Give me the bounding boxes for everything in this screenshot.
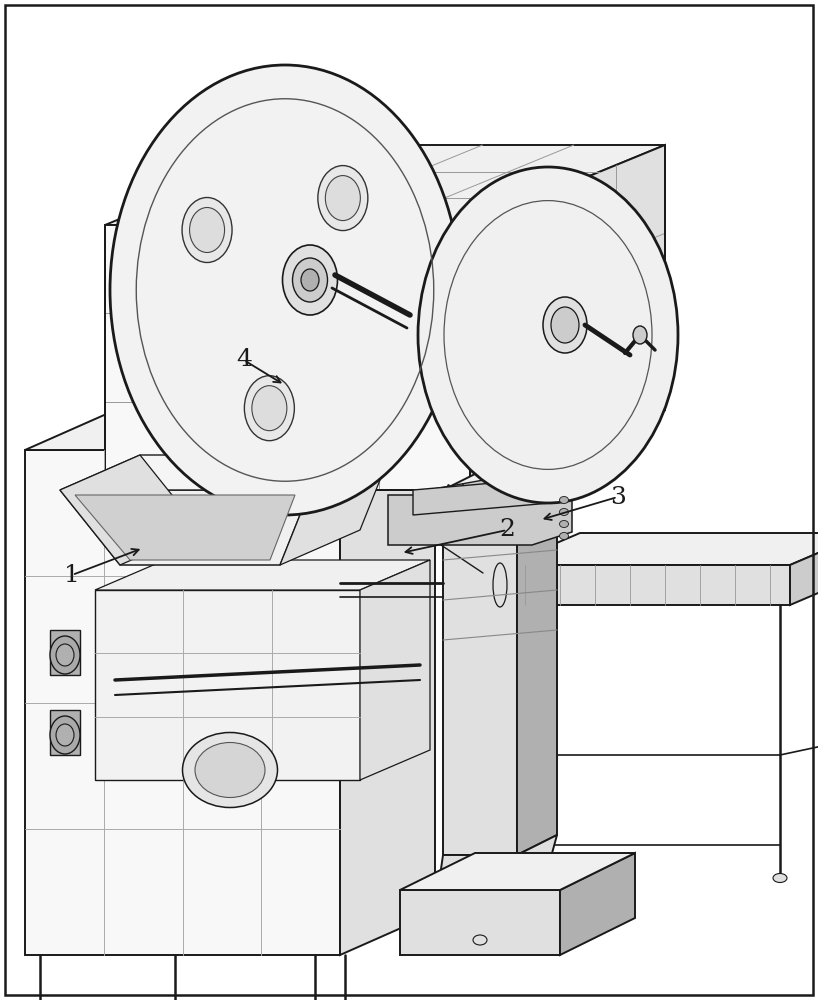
Ellipse shape	[318, 166, 368, 231]
Polygon shape	[438, 835, 582, 890]
Polygon shape	[60, 455, 200, 565]
Polygon shape	[413, 477, 562, 515]
Ellipse shape	[543, 297, 587, 353]
Polygon shape	[105, 145, 665, 225]
Polygon shape	[50, 630, 80, 675]
Polygon shape	[95, 590, 360, 780]
Polygon shape	[505, 565, 790, 605]
Polygon shape	[790, 533, 818, 605]
Ellipse shape	[560, 520, 569, 528]
Polygon shape	[60, 455, 390, 490]
Ellipse shape	[560, 532, 569, 540]
Polygon shape	[400, 890, 560, 955]
Ellipse shape	[326, 176, 361, 221]
Text: 3: 3	[609, 486, 626, 508]
Ellipse shape	[560, 508, 569, 516]
Ellipse shape	[633, 326, 647, 344]
Polygon shape	[560, 853, 635, 955]
Polygon shape	[340, 408, 435, 955]
Polygon shape	[517, 470, 557, 855]
Ellipse shape	[245, 376, 294, 441]
Ellipse shape	[56, 644, 74, 666]
Polygon shape	[388, 482, 572, 545]
Polygon shape	[105, 225, 470, 490]
Ellipse shape	[473, 935, 487, 945]
Polygon shape	[400, 853, 635, 890]
Polygon shape	[75, 495, 295, 560]
Ellipse shape	[560, 496, 569, 504]
Ellipse shape	[195, 742, 265, 798]
Text: 1: 1	[64, 564, 80, 586]
Ellipse shape	[50, 716, 80, 754]
Ellipse shape	[182, 198, 232, 262]
Ellipse shape	[182, 732, 277, 808]
Polygon shape	[443, 490, 517, 855]
Ellipse shape	[301, 269, 319, 291]
Polygon shape	[50, 710, 80, 755]
Ellipse shape	[551, 307, 579, 343]
Polygon shape	[428, 465, 567, 520]
Polygon shape	[360, 560, 430, 780]
Ellipse shape	[773, 874, 787, 882]
Polygon shape	[25, 408, 435, 450]
Ellipse shape	[293, 258, 327, 302]
Polygon shape	[470, 145, 665, 490]
Polygon shape	[505, 533, 818, 565]
Ellipse shape	[493, 563, 507, 607]
Polygon shape	[443, 470, 557, 490]
Polygon shape	[60, 490, 310, 565]
Ellipse shape	[508, 874, 522, 882]
Ellipse shape	[282, 245, 338, 315]
Ellipse shape	[418, 167, 678, 503]
Polygon shape	[280, 455, 390, 565]
Text: 4: 4	[236, 349, 252, 371]
Ellipse shape	[50, 636, 80, 674]
Ellipse shape	[252, 386, 287, 431]
Ellipse shape	[56, 724, 74, 746]
Text: 2: 2	[499, 518, 515, 542]
Ellipse shape	[110, 65, 460, 515]
Polygon shape	[25, 450, 340, 955]
Ellipse shape	[190, 208, 225, 252]
Polygon shape	[95, 560, 430, 590]
